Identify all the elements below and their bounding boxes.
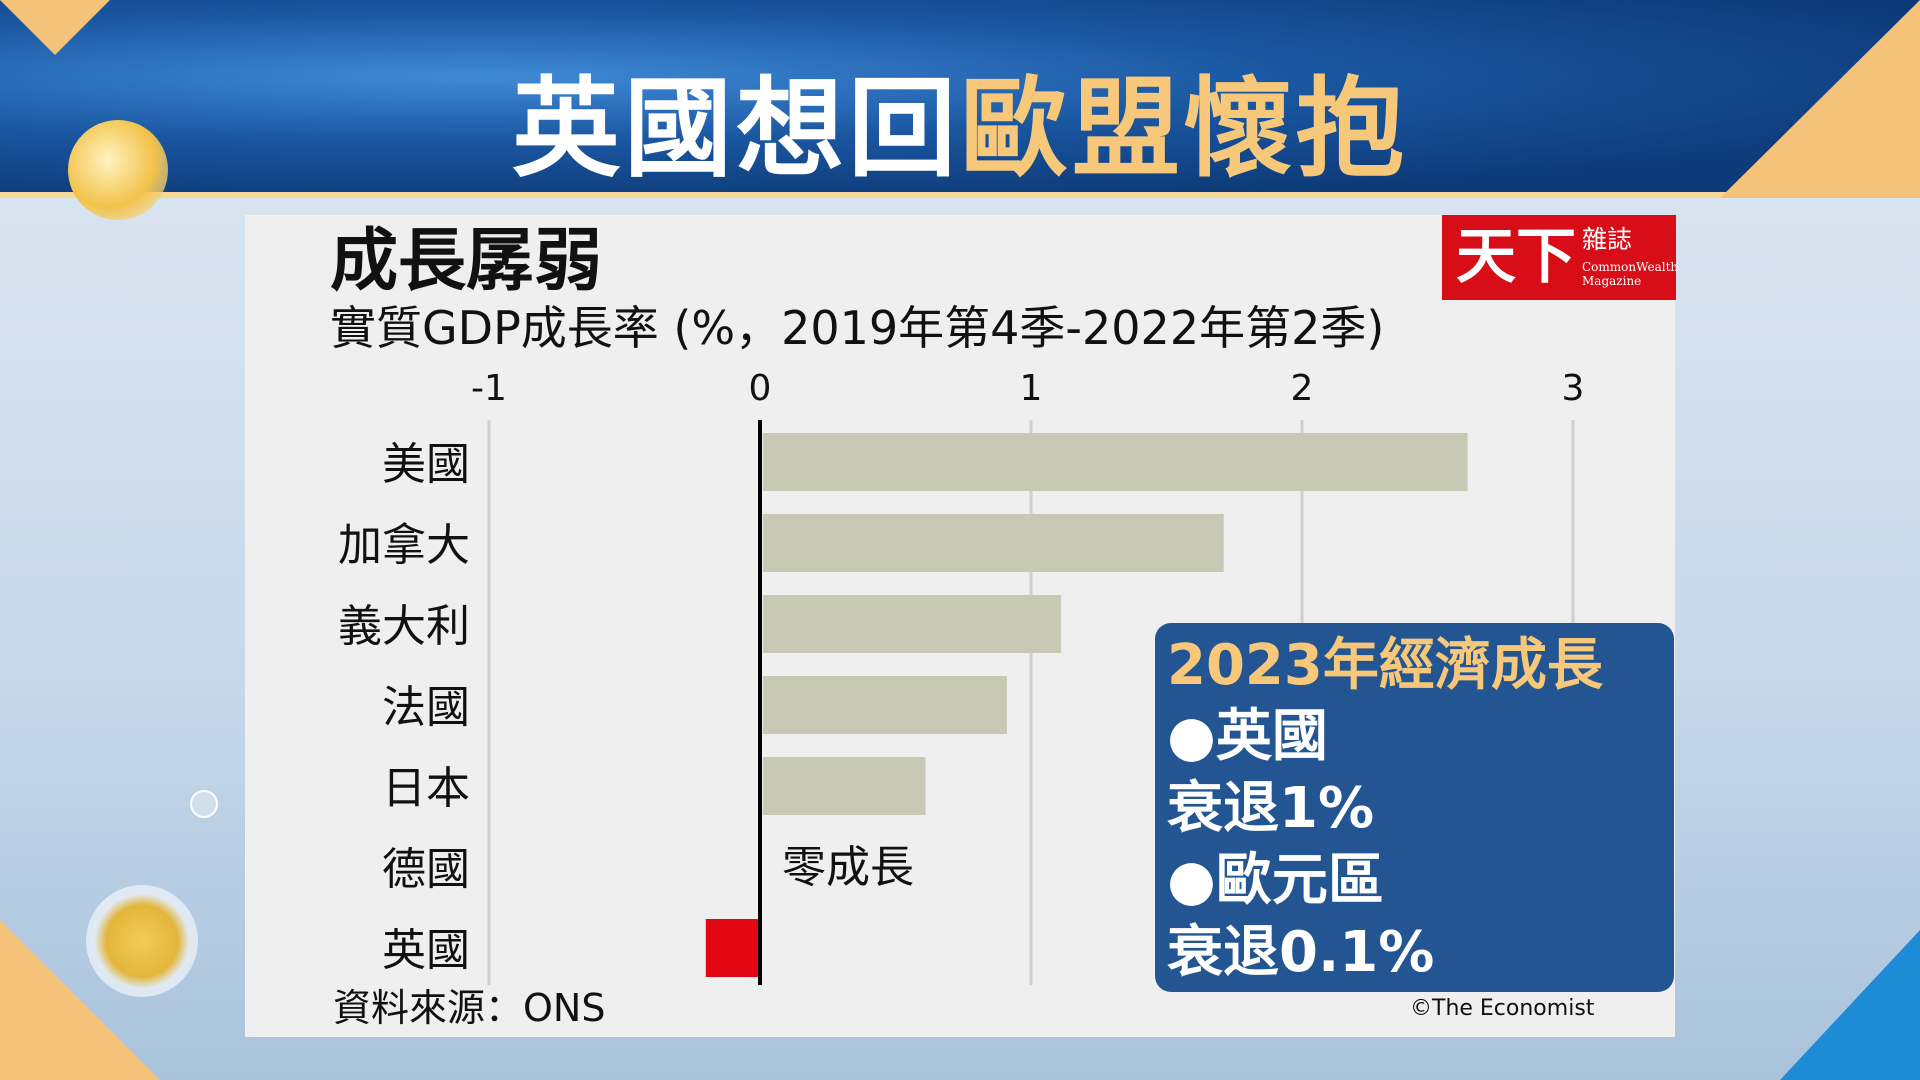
x-tick-label: 0: [749, 368, 772, 409]
commonwealth-logo: 天下 雜誌 CommonWealth Magazine: [1442, 215, 1679, 300]
decor-triangle: [1720, 0, 1920, 198]
bubble-decor: [190, 790, 218, 818]
bar: [763, 676, 1007, 734]
logo-name-en: Magazine: [1582, 274, 1642, 288]
annotation-zero-growth: 零成長: [782, 842, 914, 893]
x-tick-label: 2: [1291, 368, 1314, 409]
info-heading: 2023年經濟成長: [1167, 633, 1603, 698]
info-line: ●英國: [1167, 704, 1328, 769]
category-label: 法國: [382, 682, 470, 733]
bar: [705, 919, 760, 977]
category-label: 美國: [382, 439, 470, 490]
decor-triangle: [0, 920, 160, 1080]
logo-name-zh: 雜誌: [1582, 225, 1633, 254]
bar: [763, 433, 1468, 491]
bar: [763, 514, 1224, 572]
decor-triangle: [0, 0, 110, 55]
category-label: 日本: [382, 763, 470, 814]
bar: [763, 595, 1062, 653]
info-line: 衰退1%: [1167, 776, 1375, 841]
headline: 英國想回歐盟懷抱: [0, 70, 1920, 190]
category-label: 義大利: [338, 601, 470, 652]
info-box: 2023年經濟成長 ●英國 衰退1% ●歐元區 衰退0.1%: [1155, 623, 1674, 992]
info-line: ●歐元區: [1167, 848, 1384, 913]
headline-part1: 英國想回: [511, 67, 960, 192]
info-line: 衰退0.1%: [1167, 920, 1435, 985]
category-label: 加拿大: [338, 520, 470, 571]
x-tick-label: -1: [471, 368, 507, 409]
logo-name-en: CommonWealth: [1582, 260, 1679, 274]
lightbulb-icon: [68, 120, 168, 220]
category-label: 英國: [382, 925, 470, 976]
x-tick-label: 1: [1020, 368, 1043, 409]
bar: [763, 757, 926, 815]
source-note: 資料來源：ONS: [333, 986, 606, 1030]
decor-triangle: [1780, 930, 1920, 1080]
chart-title: 成長孱弱: [330, 222, 603, 301]
chart-subtitle: 實質GDP成長率 (%，2019年第4季-2022年第2季): [330, 301, 1385, 355]
header-banner: [0, 0, 1920, 198]
headline-part2: 歐盟懷抱: [960, 67, 1409, 192]
logo-mark: 天下: [1456, 222, 1576, 292]
credit-note: ©The Economist: [1410, 996, 1595, 1021]
x-tick-label: 3: [1562, 368, 1585, 409]
category-label: 德國: [382, 844, 470, 895]
